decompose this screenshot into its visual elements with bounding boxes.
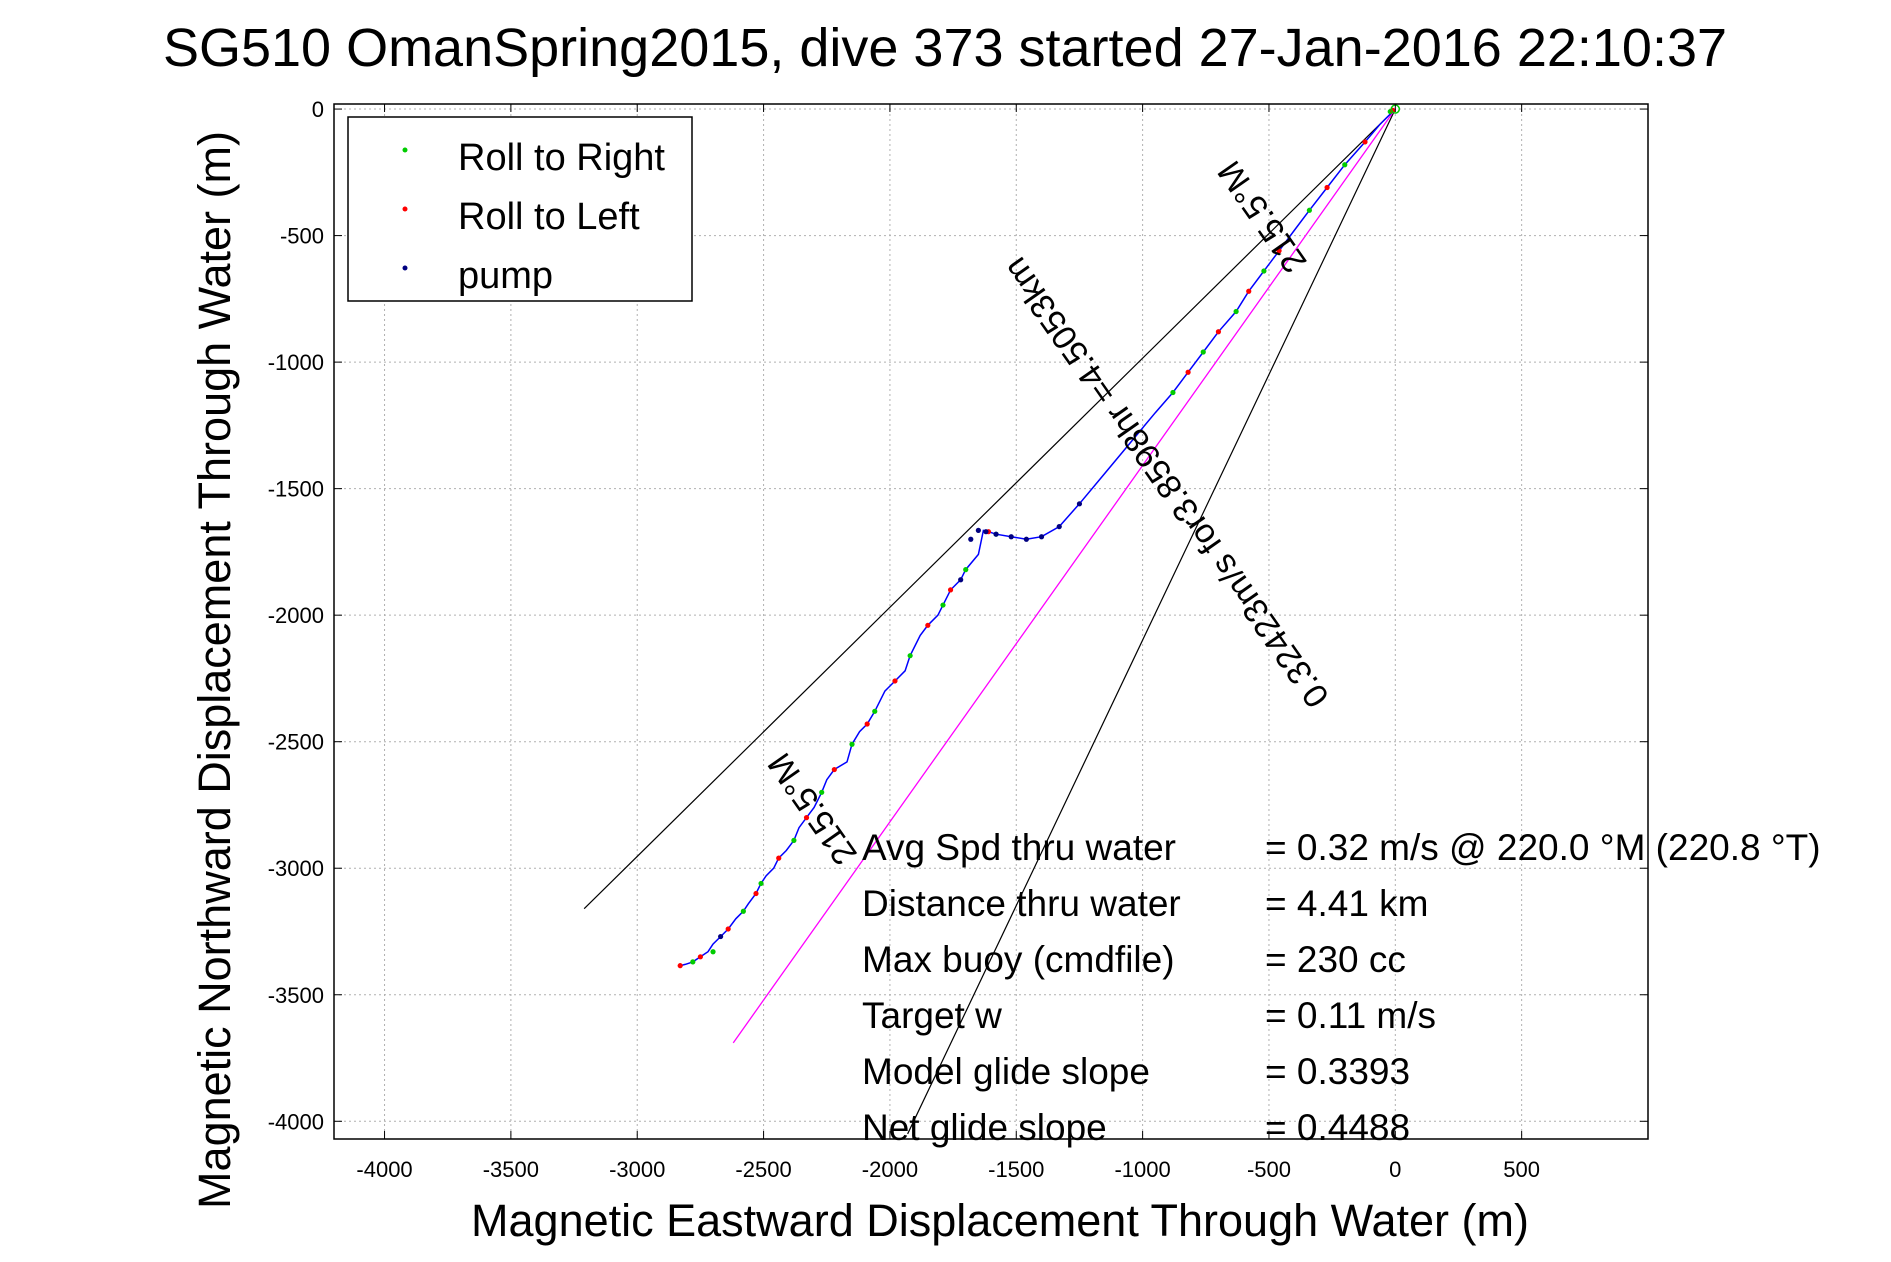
pump-point (975, 527, 981, 533)
x-tick-label: -1000 (1114, 1157, 1170, 1182)
x-tick-label: -2000 (862, 1157, 918, 1182)
roll-right-point (849, 741, 855, 747)
roll-right-point (740, 908, 746, 914)
plot-frame (333, 103, 1649, 1140)
x-tick-label: -2500 (735, 1157, 791, 1182)
roll-left-point (1324, 184, 1330, 191)
legend-label-roll-right: Roll to Right (458, 137, 665, 179)
legend-label-pump: pump (458, 255, 553, 297)
roll-left-point (725, 926, 731, 932)
roll-right-point (1170, 389, 1176, 396)
roll-left-point (864, 721, 870, 727)
points-layer (677, 104, 1401, 969)
y-tick-label: -1500 (268, 477, 324, 502)
roll-left-point (831, 766, 837, 773)
roll-left-point (697, 954, 704, 960)
stat-value: = 0.3393 (1265, 1051, 1410, 1092)
y-tick-label: -2500 (268, 730, 324, 755)
roll-right-point (819, 789, 825, 795)
roll-right-point (1200, 349, 1206, 355)
y-tick-label: -500 (280, 224, 324, 249)
stat-label: Max buoy (cmdfile) (862, 939, 1175, 980)
pump-point (993, 531, 999, 537)
pump-point (983, 529, 989, 535)
roll-right-point (1342, 162, 1348, 168)
stat-value: = 0.32 m/s @ 220.0 °M (220.8 °T) (1265, 827, 1821, 868)
heading-line (732, 108, 1396, 1044)
legend: Roll to Right Roll to Left pump (347, 116, 693, 302)
roll-left-point (1215, 329, 1222, 335)
legend-marker-roll-right (402, 147, 408, 153)
stat-label: Model glide slope (862, 1051, 1150, 1092)
roll-right-point (710, 949, 716, 955)
roll-left-point (1185, 369, 1191, 375)
pump-point (1076, 501, 1083, 507)
roll-right-point (791, 837, 797, 843)
roll-right-point (963, 567, 969, 573)
roll-right-point (872, 708, 878, 714)
y-axis-label: Magnetic Northward Displacement Through … (189, 131, 240, 1209)
wedge-line (583, 108, 1396, 910)
x-axis-ticks: -4000 -3500 -3000 -2500 -2000 -1500 -1000 -500 0… (356, 104, 1540, 1182)
roll-left-point (776, 855, 782, 861)
wedge-line (907, 108, 1396, 1135)
x-tick-label: 500 (1503, 1157, 1540, 1182)
y-tick-label: -2000 (268, 603, 324, 628)
legend-marker-pump (402, 265, 408, 271)
grid (334, 104, 1648, 1139)
x-tick-label: -3500 (483, 1157, 539, 1182)
x-tick-label: 0 (1389, 1157, 1401, 1182)
roll-left-point (1276, 248, 1282, 254)
stat-label: Target w (862, 995, 1002, 1036)
stat-label: Avg Spd thru water (862, 827, 1176, 868)
pump-point (718, 933, 724, 940)
pump-point (1038, 534, 1045, 540)
y-tick-label: -3000 (268, 856, 324, 881)
roll-right-point (907, 653, 913, 659)
roll-left-point (947, 587, 954, 593)
x-axis-label: Magnetic Eastward Displacement Through W… (471, 1195, 1529, 1246)
roll-right-point (940, 602, 946, 608)
roll-left-point (925, 622, 931, 628)
stat-label: Distance thru water (862, 883, 1181, 924)
pump-point (1056, 524, 1062, 530)
roll-left-point (892, 678, 898, 684)
stat-label: Net glide slope (862, 1107, 1107, 1148)
stat-value: = 230 cc (1265, 939, 1406, 980)
stat-value: = 0.11 m/s (1265, 995, 1436, 1036)
roll-right-point (758, 880, 764, 887)
stats-table: Avg Spd thru water = 0.32 m/s @ 220.0 °M … (862, 827, 1821, 1148)
y-tick-label: 0 (312, 97, 324, 122)
y-tick-label: -1000 (268, 350, 324, 375)
legend-label-roll-left: Roll to Left (458, 196, 640, 238)
y-tick-label: -3500 (268, 983, 324, 1008)
roll-right-point (690, 959, 696, 965)
roll-left-point (1362, 139, 1368, 145)
roll-left-point (803, 815, 810, 821)
roll-left-point (753, 890, 759, 897)
stat-value: = 0.4488 (1265, 1107, 1410, 1148)
pump-point (1008, 534, 1014, 540)
roll-right-point (1261, 268, 1267, 274)
roll-left-point (1246, 288, 1252, 294)
stat-value: = 4.41 km (1265, 883, 1429, 924)
x-tick-label: -3000 (609, 1157, 665, 1182)
x-tick-label: -4000 (356, 1157, 412, 1182)
roll-left-point (677, 963, 683, 969)
pump-point (968, 536, 974, 542)
roll-right-point (1233, 308, 1239, 315)
chart-title: SG510 OmanSpring2015, dive 373 started 2… (163, 18, 1727, 78)
y-axis-ticks: 0 -500 -1000 -1500 -2000 -2500 -3000 -3500 -4000 (268, 97, 1648, 1134)
pump-point (958, 577, 964, 583)
pump-point (1023, 536, 1029, 542)
x-tick-label: -500 (1247, 1157, 1291, 1182)
legend-marker-roll-left (402, 206, 408, 212)
roll-right-point (1306, 207, 1312, 213)
y-tick-label: -4000 (268, 1109, 324, 1134)
heading-line-layer (732, 108, 1396, 1044)
x-tick-label: -1500 (988, 1157, 1044, 1182)
wedge-lines (583, 108, 1396, 1135)
